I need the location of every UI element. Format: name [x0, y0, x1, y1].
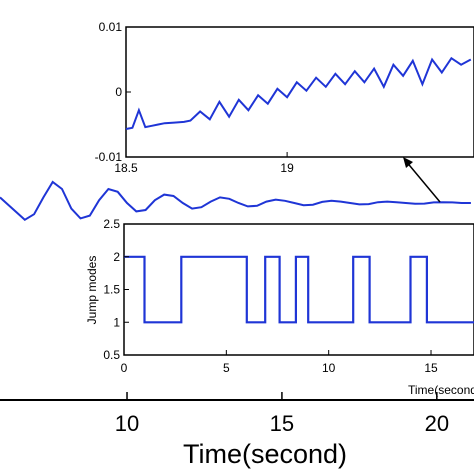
main-response-series [0, 180, 471, 222]
zoom-y-tick-label: 0.01 [99, 20, 123, 34]
zoom-x-tick-label: 19 [280, 161, 294, 175]
zoom-y-tick-label: -0.01 [95, 150, 123, 164]
jump-modes-ticks: 2.5 2 1.5 1 0.50 5 10 15 [103, 217, 438, 375]
jump-modes-x-label: Time(second) [408, 383, 474, 397]
main-x-tick-label: 15 [270, 411, 294, 436]
main-x-ticks: 10 15 20 [115, 392, 449, 436]
zoom-pointer-arrowhead [403, 157, 413, 168]
jump-modes-frame [123, 223, 474, 356]
jump-y-tick-label: 0.5 [103, 348, 120, 362]
main-x-axis-label: Time(second) [183, 439, 347, 469]
jump-y-tick-label: 2.5 [103, 217, 120, 231]
jump-modes-series [124, 255, 474, 324]
zoom-x-tick-label: 18.5 [114, 161, 138, 175]
jump-x-tick-label: 5 [223, 361, 230, 375]
jump-modes-y-label: Jump modes [85, 256, 99, 325]
jump-y-tick-label: 2 [113, 250, 120, 264]
jump-y-tick-label: 1 [113, 315, 120, 329]
jump-modes-inset: 2.5 2 1.5 1 0.50 5 10 15 Jump modes Time(second… [85, 217, 474, 397]
zoom-inset-series [125, 56, 472, 130]
jump-x-tick-label: 0 [121, 361, 128, 375]
jump-x-tick-label: 10 [322, 361, 336, 375]
zoom-y-tick-label: 0 [115, 85, 122, 99]
zoom-inset-frame [125, 26, 474, 158]
main-x-tick-label: 10 [115, 411, 139, 436]
main-chart: 10 15 20 Time(second) [0, 180, 474, 469]
jump-y-tick-label: 1.5 [103, 283, 120, 297]
main-x-tick-label: 20 [425, 411, 449, 436]
jump-x-tick-label: 15 [424, 361, 438, 375]
zoom-pointer-arrow [404, 159, 441, 203]
